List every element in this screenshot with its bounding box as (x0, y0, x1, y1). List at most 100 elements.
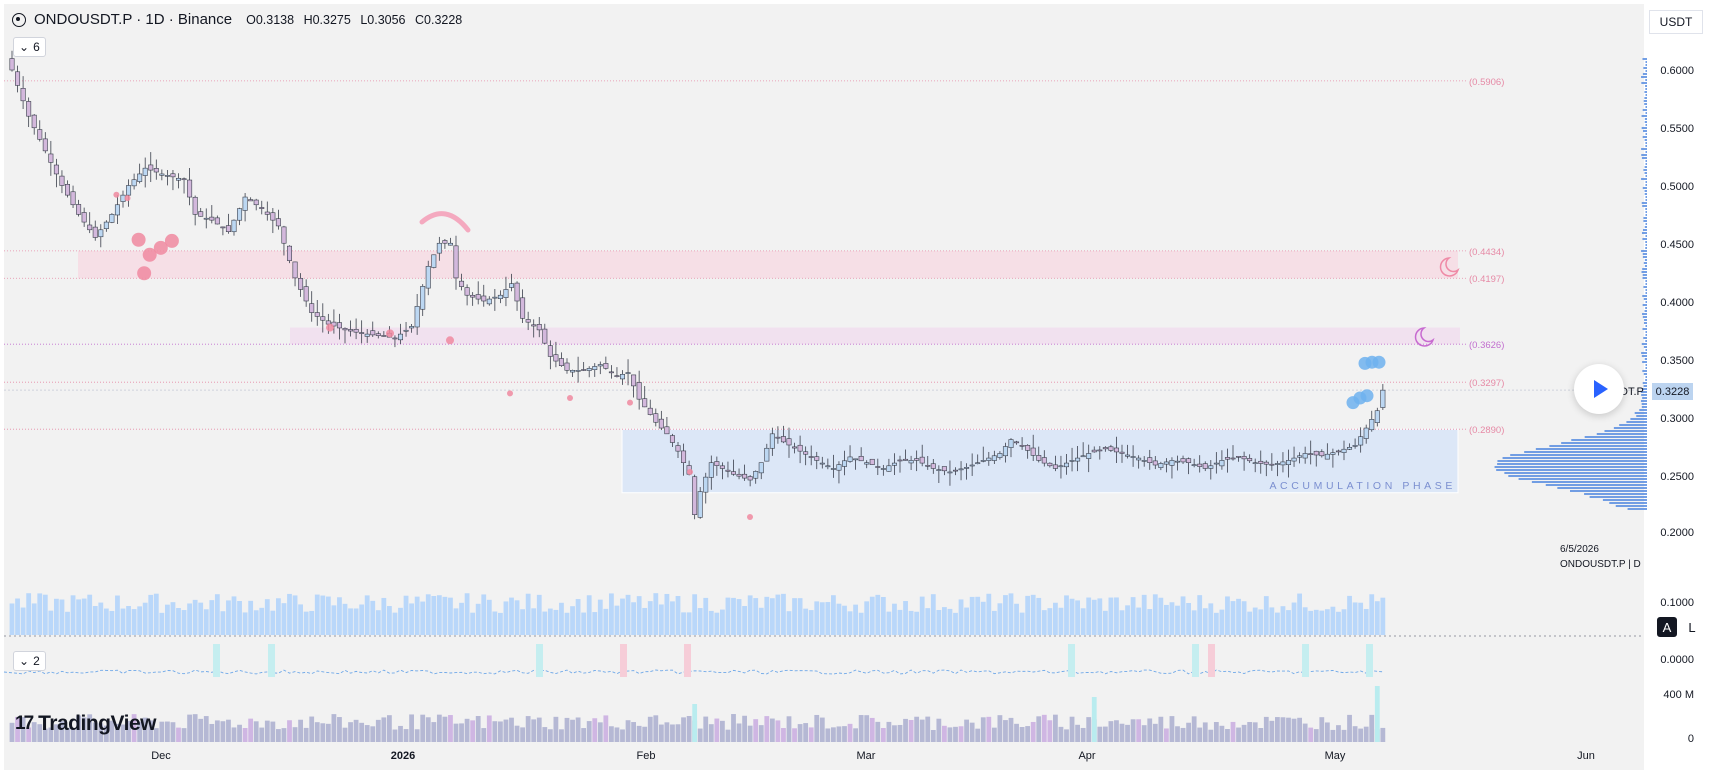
profile-bar (1643, 67, 1647, 69)
oscillator-highlight (1068, 644, 1075, 677)
volume-bar (553, 609, 559, 635)
candle-body (525, 319, 531, 323)
time-axis[interactable]: Dec 2026 Feb Mar Apr May Jun (151, 750, 1595, 762)
candle-body (886, 465, 892, 472)
volume-bar (242, 612, 248, 635)
volume-bar (48, 610, 54, 635)
candle-body (669, 435, 675, 443)
auto-scale-button[interactable]: A (1657, 617, 1677, 637)
candle-body (1286, 460, 1292, 466)
lower-volume-bar (1102, 726, 1108, 742)
volume-bar (825, 602, 831, 635)
candle-body (164, 175, 170, 177)
oscillator-highlight (620, 644, 627, 677)
candle-body (87, 224, 93, 231)
price-tick-label: 0.5000 (1660, 181, 1694, 193)
volume-bar (503, 601, 509, 635)
profile-bar (1645, 181, 1647, 183)
lower-volume-bar (475, 716, 481, 742)
volume-bar (675, 596, 681, 635)
currency-selector[interactable]: USDT (1649, 10, 1703, 34)
candle-body (1091, 449, 1097, 453)
lower-volume-bar (1319, 717, 1325, 742)
profile-bar (1644, 103, 1647, 105)
candle-body (1202, 463, 1208, 469)
profile-bar (1641, 355, 1647, 357)
indicator-toggle-button[interactable]: ⌄ 6 (13, 37, 46, 57)
candle-body (142, 167, 148, 176)
volume-bar (1041, 610, 1047, 635)
volume-bar (747, 595, 753, 635)
lower-volume-bar (1252, 722, 1258, 742)
profile-bar (1643, 337, 1647, 339)
volume-bar (359, 604, 365, 635)
candle-body (1113, 447, 1119, 453)
lower-volume-bar (259, 727, 265, 742)
volume-bar (631, 602, 636, 635)
lower-volume-bar (720, 720, 725, 742)
profile-bar (1645, 175, 1647, 177)
lower-volume-bar (1114, 720, 1119, 742)
volume-bar (436, 595, 442, 635)
lower-volume-bar (819, 717, 825, 742)
lower-volume-bar (1136, 719, 1142, 742)
profile-bar (1644, 265, 1647, 267)
volume-bar (692, 594, 698, 635)
volume-bar (908, 610, 914, 635)
profile-bar (1589, 496, 1647, 498)
candle-body (1297, 455, 1303, 458)
candle-body (153, 168, 159, 173)
log-scale-button[interactable]: L (1688, 619, 1696, 635)
profile-bar (1557, 487, 1647, 489)
candle-body (447, 242, 453, 246)
volume-bar (647, 601, 653, 635)
candle-body (65, 184, 71, 196)
tradingview-wordmark: TradingView (38, 712, 156, 735)
lower-volume-bar (1313, 729, 1319, 742)
profile-bar (1642, 130, 1647, 132)
volume-bar (708, 610, 714, 635)
profile-bar (1645, 208, 1647, 210)
candle-body (1125, 454, 1131, 457)
volume-bar (165, 604, 170, 635)
candle-body (775, 436, 781, 439)
candle-body (109, 214, 115, 223)
pane-indicator-toggle-button[interactable]: ⌄ 2 (13, 651, 46, 671)
tradingview-logo[interactable]: 17 TradingView (15, 712, 156, 736)
volume-bar (847, 611, 853, 635)
profile-bar (1641, 343, 1647, 345)
lower-volume-bar (270, 721, 276, 742)
volume-bar (880, 596, 886, 635)
profile-bar (1510, 454, 1647, 456)
lower-volume-bar (592, 718, 598, 742)
lower-volume-bar (392, 729, 398, 742)
candle-body (503, 289, 509, 298)
time-tick-label: Apr (1078, 750, 1095, 762)
lower-volume-bar (842, 726, 847, 742)
replay-play-button[interactable] (1574, 364, 1624, 414)
candle-body (203, 217, 209, 220)
volume-bar (453, 608, 459, 635)
candle-body (303, 286, 309, 302)
volume-bar (869, 596, 875, 635)
lower-volume-bar (375, 719, 381, 742)
price-axis[interactable]: 0.6000 0.5500 0.5000 0.4500 0.4000 0.3500 0.30… (1660, 65, 1694, 745)
lower-volume-pane (9, 686, 1386, 742)
lower-volume-bar (1175, 726, 1180, 742)
candle-body (631, 374, 637, 387)
candle-body (370, 330, 376, 336)
lower-volume-bar (603, 715, 609, 742)
volume-bar (681, 612, 686, 635)
lower-volume-bar (42, 728, 48, 742)
symbol-title[interactable]: ONDOUSDT.P · 1D · Binance (34, 11, 233, 28)
lower-volume-bar (775, 720, 781, 742)
volume-bar (298, 604, 303, 635)
volume-bar (930, 594, 936, 635)
candle-body (1358, 436, 1364, 446)
candle-body (320, 316, 326, 321)
lower-volume-bar (869, 717, 875, 742)
open-value: O0.3138 (246, 12, 295, 27)
volume-bar (975, 596, 981, 635)
price-tick-label: 0.2500 (1660, 471, 1694, 483)
